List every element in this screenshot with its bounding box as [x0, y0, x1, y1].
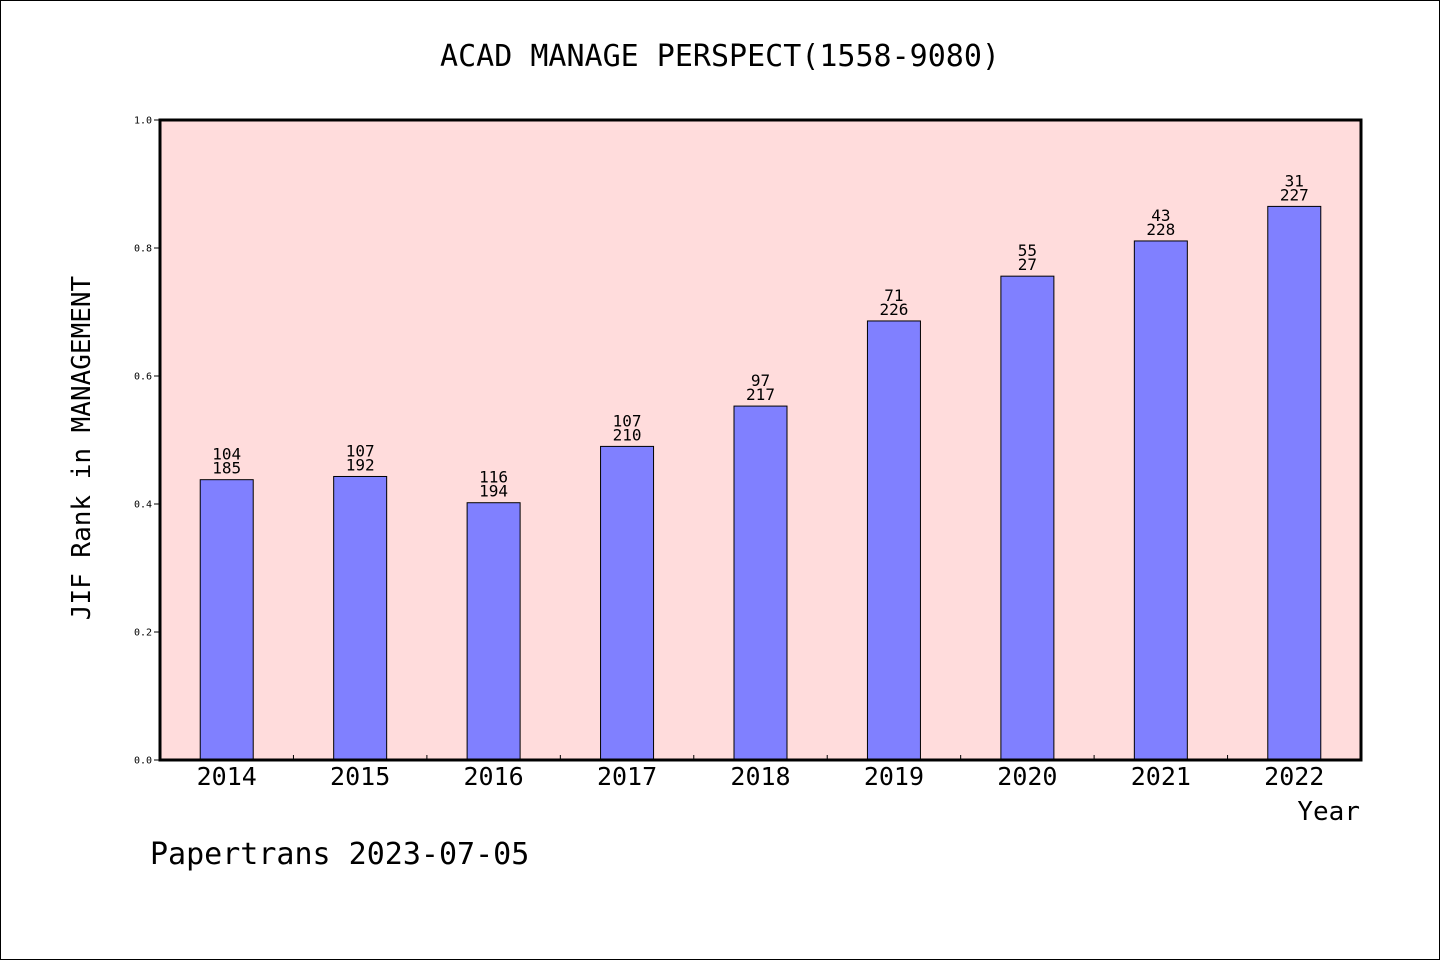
data-label-top: 43 — [1151, 206, 1170, 225]
data-label-top: 55 — [1018, 241, 1037, 260]
y-tick-label: 1.0 — [134, 116, 152, 127]
footer-credit: Papertrans 2023-07-05 — [150, 837, 529, 872]
data-label-bottom: 192 — [346, 455, 375, 474]
data-labels: 1041851071921161941072109721771226552743… — [212, 171, 1308, 500]
y-tick-label: 0.6 — [134, 372, 152, 383]
bar-2021 — [1133, 240, 1188, 761]
bar-2014 — [199, 479, 254, 761]
data-label-top: 116 — [479, 468, 508, 487]
bar-2020 — [1000, 275, 1055, 761]
bar-2015 — [333, 475, 388, 761]
bars — [199, 205, 1322, 761]
bar-2019 — [866, 320, 921, 761]
x-tick-label: 2014 — [197, 762, 257, 791]
data-label-bottom: 27 — [1018, 255, 1037, 274]
y-tick-label: 0.2 — [134, 628, 152, 639]
bar-2016 — [466, 502, 521, 761]
data-label-bottom: 194 — [479, 482, 508, 501]
x-tick-label: 2019 — [864, 762, 924, 791]
x-tick-label: 2016 — [464, 762, 524, 791]
y-tick-label: 0.0 — [134, 756, 152, 767]
data-label-top: 107 — [613, 411, 642, 430]
chart-title: ACAD MANAGE PERSPECT(1558-9080) — [440, 39, 1000, 74]
data-label-top: 71 — [884, 286, 903, 305]
data-label-bottom: 228 — [1146, 220, 1175, 239]
y-axis-title: JIF Rank in MANAGEMENT — [67, 275, 97, 620]
x-tick-label: 2020 — [997, 762, 1057, 791]
x-tick-label: 2021 — [1131, 762, 1191, 791]
bar-2017 — [600, 445, 655, 761]
y-tick-label: 0.4 — [134, 500, 152, 511]
data-label-top: 107 — [346, 441, 375, 460]
data-label-bottom: 210 — [613, 425, 642, 444]
data-label-bottom: 185 — [212, 459, 241, 478]
bar-2018 — [733, 405, 788, 761]
x-tick-label: 2018 — [730, 762, 790, 791]
x-tick-label: 2017 — [597, 762, 657, 791]
bar-2022 — [1267, 205, 1322, 761]
x-tick-label: 2022 — [1264, 762, 1324, 791]
data-label-top: 31 — [1285, 171, 1304, 190]
y-tick-label: 0.8 — [134, 244, 152, 255]
y-axis: 0.0 0.2 0.4 0.6 0.8 1.0 — [134, 116, 160, 767]
x-axis-title: Year — [1297, 797, 1360, 827]
plot-border-rect — [158, 118, 1363, 762]
x-tick-label: 2015 — [330, 762, 390, 791]
x-axis: 2014 2015 2016 2017 2018 2019 2020 2021 2022 — [197, 755, 1324, 791]
data-label-bottom: 227 — [1280, 185, 1309, 204]
plot-border — [158, 118, 1363, 762]
data-label-top: 97 — [751, 371, 770, 390]
data-label-bottom: 226 — [879, 300, 908, 319]
data-label-top: 104 — [212, 445, 241, 464]
data-label-bottom: 217 — [746, 385, 775, 404]
